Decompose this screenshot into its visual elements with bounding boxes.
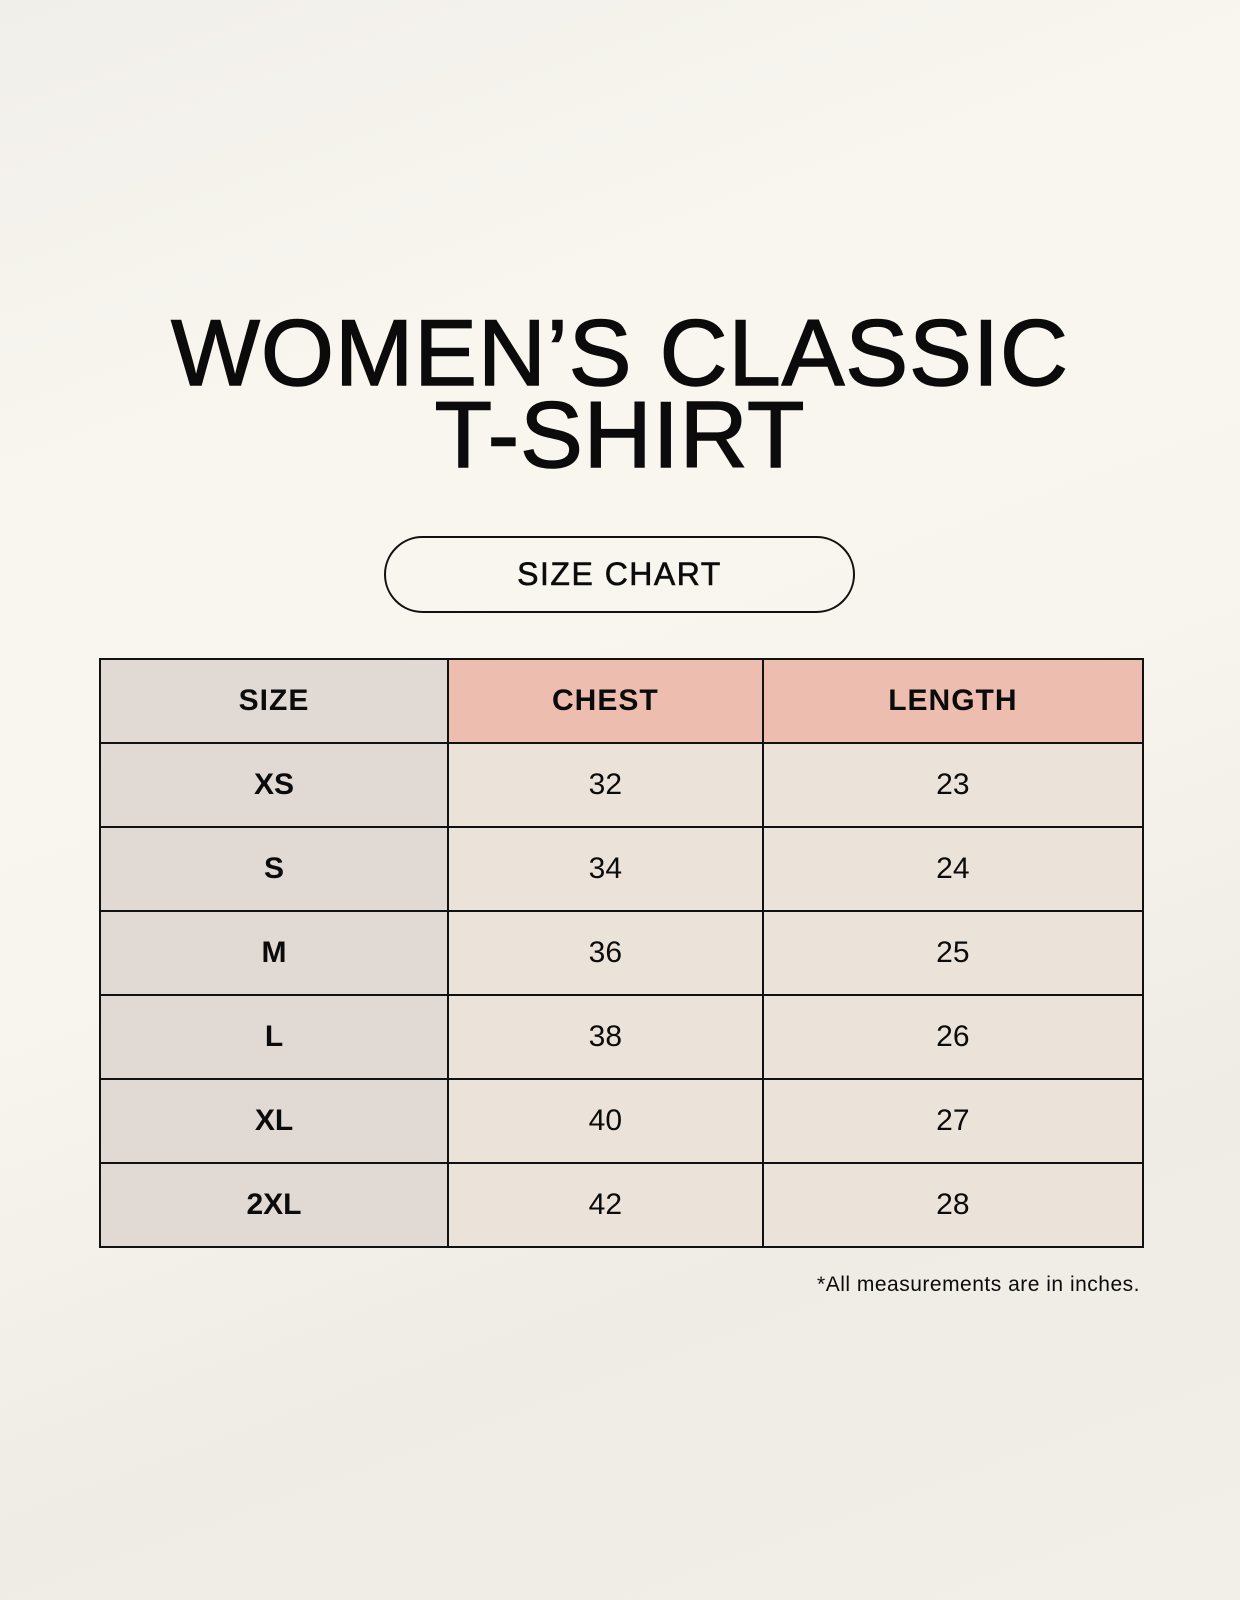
title-line-1: WOMEN’S CLASSIC: [170, 300, 1069, 405]
table-row: XS 32 23: [99, 742, 1145, 828]
cell-length: 23: [761, 742, 1145, 828]
cell-size: 2XL: [99, 1162, 449, 1248]
size-chart-label: SIZE CHART: [384, 536, 855, 613]
cell-length: 27: [761, 1078, 1145, 1164]
cell-chest: 42: [447, 1162, 764, 1248]
cell-chest: 36: [447, 910, 764, 996]
cell-chest: 40: [447, 1078, 764, 1164]
table-row: L 38 26: [99, 994, 1145, 1080]
table-row: 2XL 42 28: [99, 1162, 1145, 1248]
table-row: XL 40 27: [99, 1078, 1145, 1164]
cell-length: 26: [761, 994, 1145, 1080]
size-table: SIZE CHEST LENGTH XS 32 23 S 34 24 M 36 25 L 38 26 X…: [99, 658, 1145, 1248]
cell-chest: 38: [447, 994, 764, 1080]
cell-chest: 32: [447, 742, 764, 828]
cell-size: M: [99, 910, 449, 996]
title-line-2: T-SHIRT: [434, 382, 806, 487]
cell-size: XL: [99, 1078, 449, 1164]
table-row: S 34 24: [99, 826, 1145, 912]
cell-length: 25: [761, 910, 1145, 996]
header-size: SIZE: [99, 658, 449, 744]
table-row: M 36 25: [99, 910, 1145, 996]
header-length: LENGTH: [761, 658, 1145, 744]
cell-size: L: [99, 994, 449, 1080]
cell-size: S: [99, 826, 449, 912]
cell-chest: 34: [447, 826, 764, 912]
header-row: SIZE CHEST LENGTH: [99, 658, 1145, 744]
cell-size: XS: [99, 742, 449, 828]
cell-length: 28: [761, 1162, 1145, 1248]
measurement-note: *All measurements are in inches.: [817, 1273, 1140, 1296]
page-title: WOMEN’S CLASSIC T-SHIRT: [0, 300, 1240, 487]
cell-length: 24: [761, 826, 1145, 912]
header-chest: CHEST: [447, 658, 764, 744]
